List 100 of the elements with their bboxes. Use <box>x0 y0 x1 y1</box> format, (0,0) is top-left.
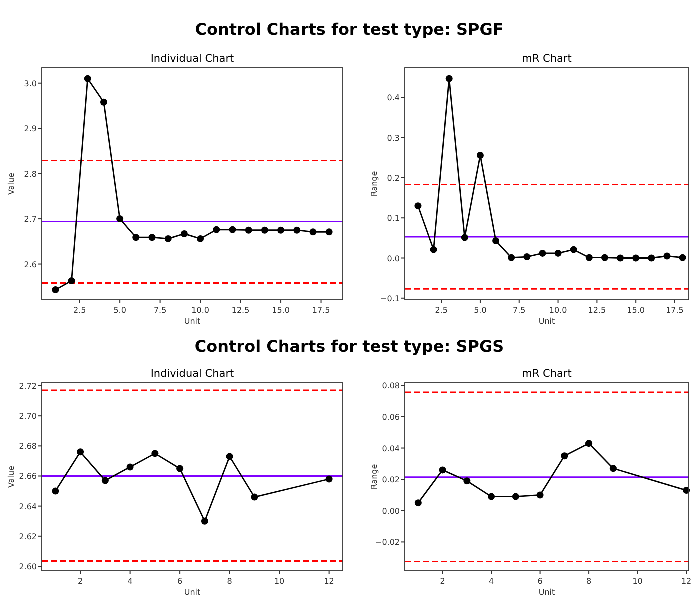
y-tick-label: 0.3 <box>387 134 400 143</box>
chart-title: Individual Chart <box>150 368 234 380</box>
x-axis-title: Unit <box>538 588 556 597</box>
point <box>229 226 236 234</box>
x-tick-label: 10 <box>632 577 643 586</box>
x-tick-label: 4 <box>488 577 494 586</box>
y-tick-label: 2.62 <box>19 532 37 542</box>
y-tick-label: 2.70 <box>19 412 37 422</box>
y-tick-label: 2.60 <box>19 562 37 572</box>
x-axis-title: Unit <box>184 588 201 597</box>
y-tick-label: 3.0 <box>24 79 37 88</box>
y-tick-label: 0.2 <box>387 174 400 183</box>
point <box>132 234 140 242</box>
point <box>632 254 640 262</box>
point <box>176 465 184 472</box>
point <box>464 478 471 485</box>
point <box>536 492 544 499</box>
point <box>524 254 531 261</box>
point <box>261 226 268 234</box>
point <box>77 448 84 456</box>
x-tick-label: 7.5 <box>154 306 167 315</box>
point <box>648 254 656 262</box>
point <box>148 234 156 242</box>
y-axis-title: Value <box>7 466 16 488</box>
point <box>439 466 446 474</box>
y-tick-label: 0.04 <box>382 444 400 454</box>
x-tick-label: 12.5 <box>588 306 606 315</box>
point <box>251 494 258 501</box>
point <box>539 250 546 257</box>
point <box>586 440 593 448</box>
x-tick-label: 12.5 <box>232 306 250 315</box>
y-tick-label: 2.64 <box>19 502 37 512</box>
y-tick-label: 0.06 <box>382 412 400 422</box>
x-tick-label: 2.5 <box>435 306 448 315</box>
point <box>679 254 686 262</box>
y-axis-title: Range <box>370 464 379 490</box>
x-tick-label: 15.0 <box>627 306 645 315</box>
point <box>617 254 624 262</box>
y-tick-label: 2.66 <box>19 472 37 482</box>
y-tick-label: 0.08 <box>382 382 400 391</box>
x-tick-label: 12 <box>324 577 334 586</box>
point <box>310 228 317 236</box>
point <box>446 75 453 82</box>
point <box>52 488 60 495</box>
x-tick-label: 17.5 <box>666 306 684 315</box>
point <box>152 450 159 458</box>
x-axis-title: Unit <box>538 317 556 326</box>
point <box>664 252 671 260</box>
point <box>116 216 124 223</box>
point <box>326 476 333 483</box>
point <box>52 286 60 294</box>
point <box>414 500 422 507</box>
x-tick-label: 10.0 <box>192 306 210 315</box>
x-tick-label: 2 <box>440 577 446 586</box>
y-axis-title: Value <box>7 172 16 195</box>
point <box>610 465 617 472</box>
point <box>601 254 608 262</box>
point <box>508 254 516 262</box>
point <box>180 230 188 238</box>
point <box>512 493 520 500</box>
x-tick-label: 6 <box>538 577 543 586</box>
y-tick-label: 2.68 <box>19 442 37 452</box>
x-tick-label: 10.0 <box>549 306 568 315</box>
point <box>476 152 484 159</box>
point <box>461 234 468 242</box>
point <box>278 226 285 234</box>
x-tick-label: 2.5 <box>73 306 86 315</box>
x-tick-label: 7.5 <box>513 306 526 315</box>
x-tick-label: 12 <box>681 577 692 586</box>
x-tick-label: 10 <box>274 577 285 586</box>
point <box>102 477 109 484</box>
x-tick-label: 4 <box>128 577 133 586</box>
chart-title: mR Chart <box>522 368 572 380</box>
y-tick-label: 2.6 <box>24 260 37 270</box>
point <box>414 202 422 210</box>
y-tick-label: 2.7 <box>24 215 37 224</box>
y-tick-label: 0.00 <box>382 506 400 516</box>
point <box>570 246 578 254</box>
y-tick-label: −0.02 <box>375 538 400 548</box>
y-tick-label: 2.8 <box>24 170 37 179</box>
point <box>488 493 496 500</box>
chart-title: mR Chart <box>522 53 572 65</box>
point <box>245 226 252 234</box>
x-tick-label: 5.0 <box>114 306 126 315</box>
point <box>561 452 568 460</box>
point <box>213 226 220 234</box>
y-tick-label: −0.1 <box>380 294 400 304</box>
point <box>326 228 333 236</box>
y-tick-label: 0.0 <box>387 254 400 264</box>
y-tick-label: 2.72 <box>19 382 37 392</box>
x-tick-label: 15.0 <box>272 306 290 315</box>
x-tick-label: 17.5 <box>312 306 330 315</box>
point <box>126 464 134 471</box>
y-tick-label: 0.4 <box>387 94 400 103</box>
x-tick-label: 8 <box>227 577 232 586</box>
point <box>586 254 593 262</box>
point <box>492 237 500 244</box>
point <box>554 250 562 257</box>
point <box>201 518 208 525</box>
y-tick-label: 2.9 <box>24 124 37 134</box>
